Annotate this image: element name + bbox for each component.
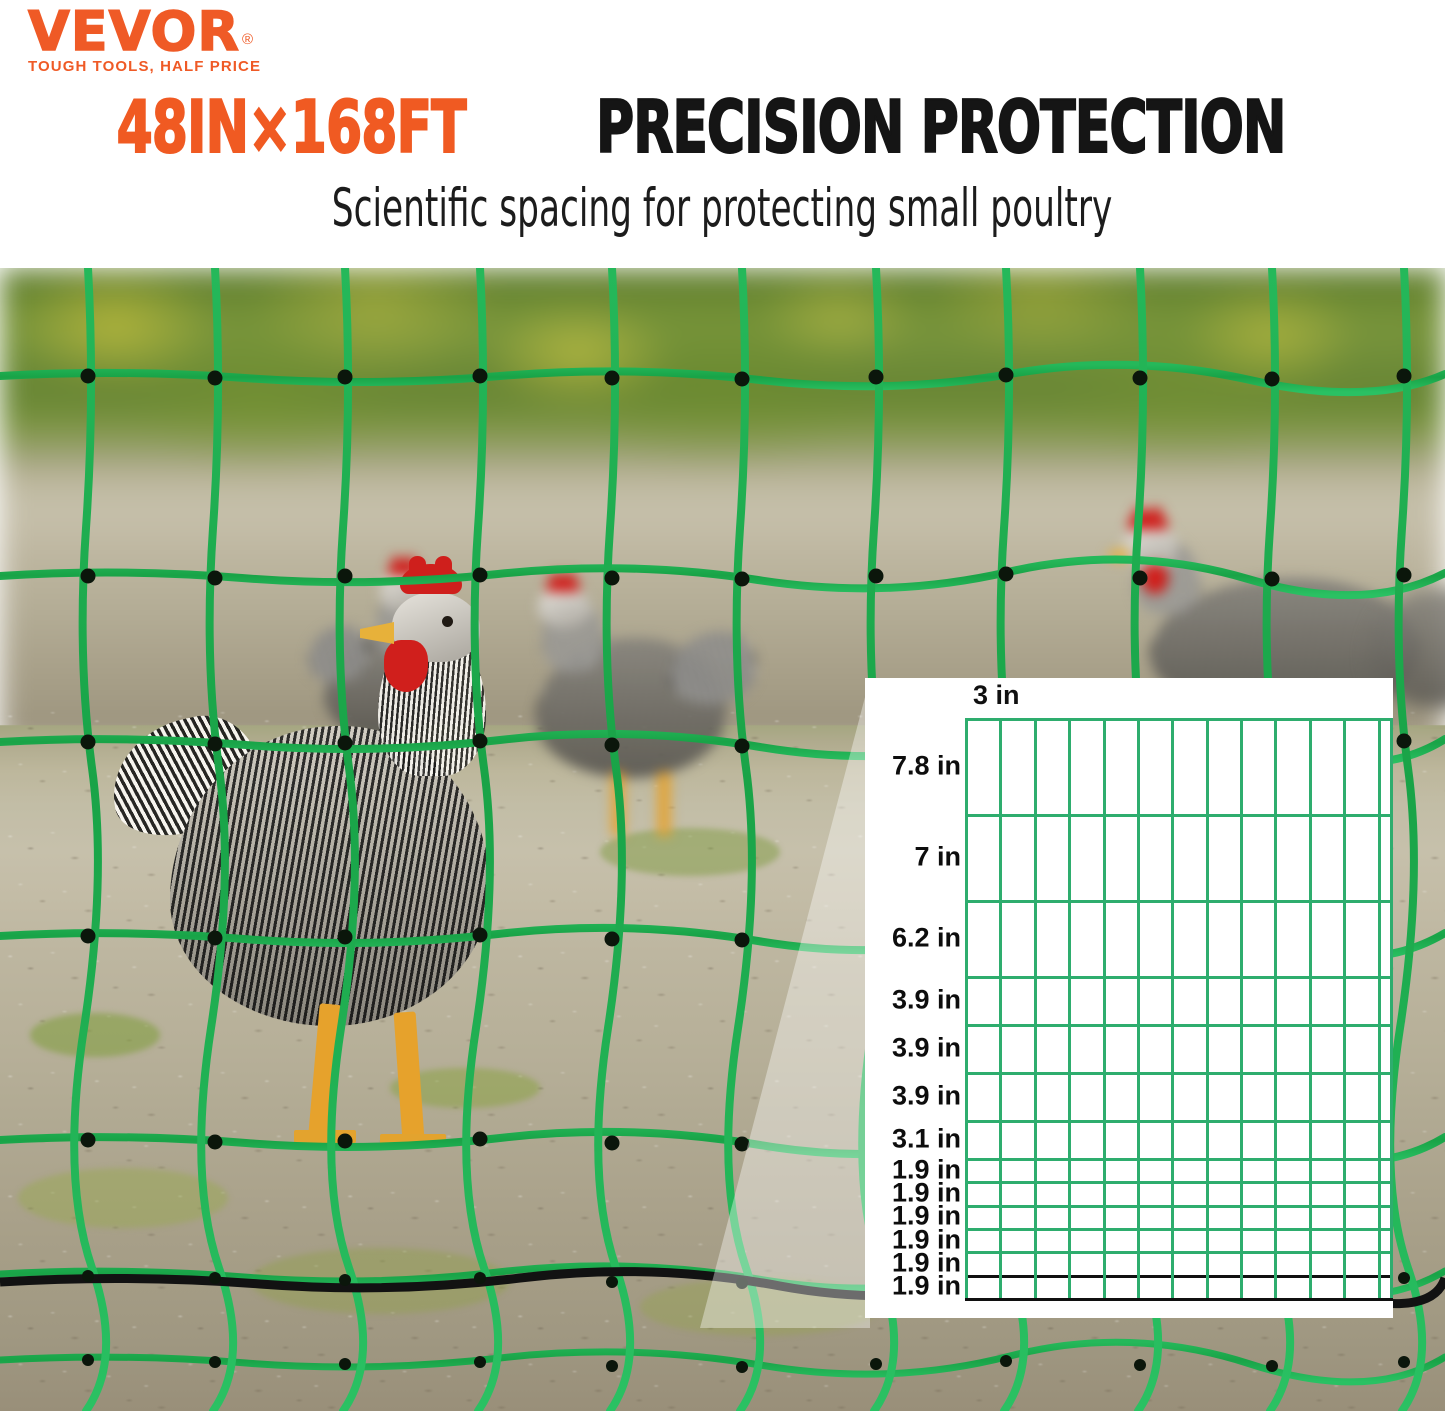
chicken-leg (393, 1011, 425, 1141)
grid-line-vertical (1068, 718, 1071, 1298)
grass-tuft (18, 1168, 228, 1228)
header-banner: VEVOR ® TOUGH TOOLS, HALF PRICE 48IN×168F… (0, 0, 1445, 268)
diagram-grid (965, 718, 1393, 1301)
row-spacing-label: 7.8 in (891, 750, 961, 781)
grid-line-vertical (1309, 718, 1312, 1298)
grid-line-vertical (1171, 718, 1174, 1298)
chicken-beak (360, 622, 394, 644)
grid-line-vertical (1390, 718, 1393, 1298)
foreground-chicken (99, 555, 558, 1194)
row-spacing-label: 3.1 in (891, 1123, 961, 1154)
row-spacing-label: 1.9 in (891, 1224, 961, 1255)
row-spacing-label: 7 in (914, 841, 961, 872)
grid-line-vertical (1343, 718, 1346, 1298)
brand-name: VEVOR (27, 0, 241, 63)
grid-line-horizontal (965, 1298, 1393, 1301)
row-spacing-label: 1.9 in (891, 1270, 961, 1301)
subheadline: Scientific spacing for protecting small … (0, 178, 1445, 239)
row-spacing-label: 6.2 in (891, 922, 961, 953)
vevor-logo: VEVOR ® TOUGH TOOLS, HALF PRICE (27, 0, 262, 75)
grid-line-horizontal (965, 1119, 1393, 1123)
grid-line-horizontal (965, 1274, 1393, 1278)
row-spacing-label: 1.9 in (891, 1200, 961, 1231)
chicken-foot (294, 1130, 356, 1143)
grid-line-vertical (1240, 718, 1243, 1298)
row-spacing-label: 3.9 in (891, 984, 961, 1015)
grid-line-horizontal (965, 718, 1393, 721)
chicken-wattle (384, 640, 428, 692)
headline-dimensions: 48IN×168FT (116, 85, 468, 169)
brand-tagline: TOUGH TOOLS, HALF PRICE (28, 58, 262, 75)
headline: 48IN×168FT PRECISION PROTECTION (0, 85, 1445, 187)
headline-main: PRECISION PROTECTION (595, 85, 1287, 169)
row-spacing-label: 3.9 in (891, 1032, 961, 1063)
registered-trademark-icon: ® (242, 30, 254, 48)
grid-line-vertical (1378, 718, 1381, 1298)
grid-line-vertical (965, 718, 968, 1298)
grid-line-vertical (1137, 718, 1140, 1298)
grid-line-horizontal (965, 1204, 1393, 1208)
row-spacing-label: 3.9 in (891, 1080, 961, 1111)
grid-line-vertical (1274, 718, 1277, 1298)
grid-line-horizontal (965, 813, 1393, 817)
subheadline-text: Scientific spacing for protecting small … (332, 178, 1113, 239)
chicken-foot (380, 1134, 446, 1147)
grid-line-horizontal (965, 1251, 1393, 1255)
grid-line-horizontal (965, 1227, 1393, 1231)
grid-line-horizontal (965, 1023, 1393, 1027)
grass-tuft (250, 1248, 510, 1314)
grid-line-horizontal (965, 899, 1393, 903)
grid-line-horizontal (965, 976, 1393, 980)
grid-line-horizontal (965, 1071, 1393, 1075)
grass-tuft (600, 828, 780, 876)
grid-line-horizontal (965, 1157, 1393, 1161)
grid-line-horizontal (965, 1181, 1393, 1185)
grid-line-vertical (999, 718, 1002, 1298)
grid-line-vertical (1103, 718, 1106, 1298)
row-spacing-label: 1.9 in (891, 1177, 961, 1208)
diagram-top-label: 3 in (973, 680, 1020, 710)
chicken-eye (442, 616, 453, 627)
logo-wordmark: VEVOR ® (27, 0, 261, 63)
grid-line-vertical (1206, 718, 1209, 1298)
mesh-spacing-diagram: 3 in 7.8 in 7 in 6.2 in 3.9 in 3.9 in 3.9 in 3… (865, 678, 1393, 1318)
grid-line-vertical (1034, 718, 1037, 1298)
